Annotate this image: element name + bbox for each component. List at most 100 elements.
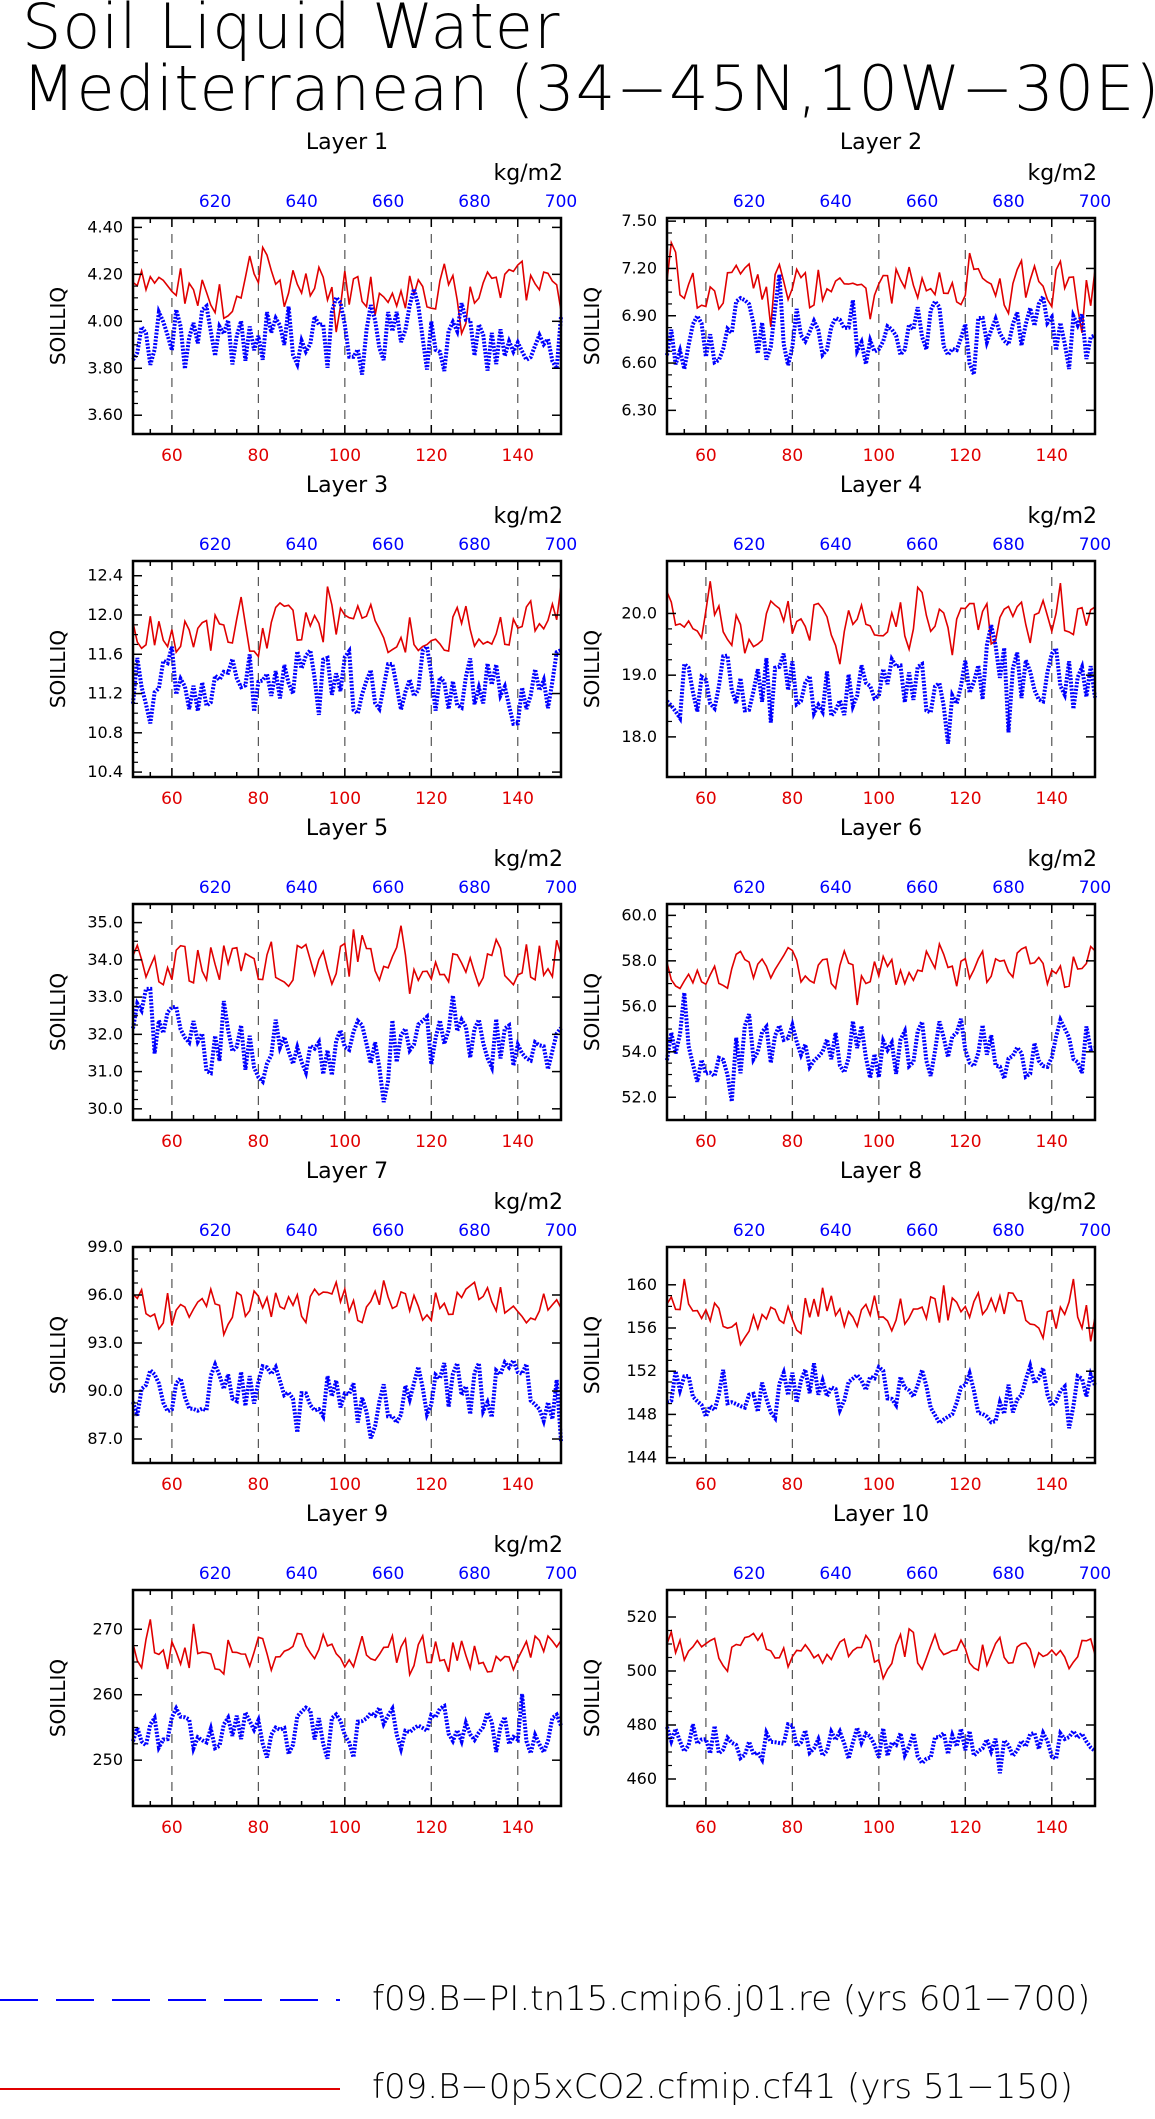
bottom-tick-label: 80	[248, 789, 270, 809]
y-tick-label: 4.00	[87, 311, 123, 330]
plot-frame	[131, 216, 563, 436]
y-axis-label: SOILLIQ	[46, 1659, 70, 1737]
series-line-blue	[131, 1355, 563, 1442]
y-axis-label: SOILLIQ	[46, 973, 70, 1051]
series-line-blue	[131, 986, 563, 1103]
y-tick-label: 19.0	[621, 665, 657, 684]
bottom-tick-label: 60	[695, 789, 717, 809]
bottom-tick-label: 60	[161, 1475, 183, 1495]
top-tick-label: 660	[372, 535, 404, 555]
top-tick-label: 620	[733, 878, 765, 898]
top-tick-label: 620	[733, 535, 765, 555]
bottom-tick-label: 80	[782, 1132, 804, 1152]
plot-frame	[131, 1588, 563, 1808]
y-tick-label: 90.0	[87, 1381, 123, 1400]
bottom-tick-label: 120	[415, 1818, 447, 1838]
y-tick-label: 250	[92, 1750, 123, 1769]
panel-title: Layer 6	[840, 816, 922, 841]
series-line-blue	[665, 992, 1096, 1102]
y-tick-label: 11.6	[87, 644, 123, 663]
top-unit-label: kg/m2	[1027, 1533, 1097, 1558]
top-tick-label: 640	[285, 535, 317, 555]
top-tick-label: 700	[545, 192, 577, 212]
y-tick-label: 30.0	[87, 1099, 123, 1118]
bottom-tick-label: 80	[782, 446, 804, 466]
y-axis-label: SOILLIQ	[580, 630, 604, 708]
series-line-red	[132, 1619, 562, 1678]
bottom-tick-label: 60	[695, 446, 717, 466]
top-tick-label: 640	[285, 1564, 317, 1584]
top-unit-label: kg/m2	[493, 847, 563, 872]
top-tick-label: 700	[1079, 1564, 1111, 1584]
bottom-tick-label: 100	[329, 1132, 361, 1152]
figure-title-line-1: Soil Liquid Water	[22, 0, 561, 63]
bottom-tick-label: 140	[1036, 1132, 1068, 1152]
y-tick-label: 260	[92, 1685, 123, 1704]
y-tick-label: 11.2	[87, 684, 123, 703]
y-tick-label: 34.0	[87, 950, 123, 969]
top-tick-label: 640	[819, 535, 851, 555]
y-tick-label: 156	[626, 1318, 657, 1337]
top-tick-label: 620	[199, 192, 231, 212]
top-tick-label: 680	[992, 535, 1024, 555]
y-tick-label: 500	[626, 1661, 657, 1680]
y-tick-label: 270	[92, 1619, 123, 1638]
bottom-tick-label: 80	[782, 1475, 804, 1495]
bottom-tick-label: 100	[863, 1132, 895, 1152]
y-tick-label: 96.0	[87, 1285, 123, 1304]
top-tick-label: 620	[199, 535, 231, 555]
bottom-tick-label: 120	[949, 446, 981, 466]
top-tick-label: 700	[545, 535, 577, 555]
top-tick-label: 620	[733, 192, 765, 212]
bottom-tick-label: 140	[1036, 446, 1068, 466]
top-unit-label: kg/m2	[1027, 847, 1097, 872]
y-tick-label: 4.20	[87, 264, 123, 283]
y-tick-label: 87.0	[87, 1429, 123, 1448]
y-tick-label: 6.30	[621, 400, 657, 419]
y-tick-label: 58.0	[621, 951, 657, 970]
plot-frame	[665, 559, 1097, 779]
y-tick-label: 12.0	[87, 605, 123, 624]
bottom-tick-label: 80	[248, 1132, 270, 1152]
panel-title: Layer 3	[306, 473, 388, 498]
top-tick-label: 680	[458, 1221, 490, 1241]
top-tick-label: 660	[906, 1221, 938, 1241]
bottom-tick-label: 120	[415, 1132, 447, 1152]
bottom-tick-label: 140	[502, 1475, 534, 1495]
plot-frame	[131, 902, 563, 1122]
y-tick-label: 152	[626, 1361, 657, 1380]
top-tick-label: 700	[545, 1564, 577, 1584]
y-tick-label: 10.4	[87, 762, 123, 781]
y-axis-label: SOILLIQ	[580, 1316, 604, 1394]
series-line-red	[132, 925, 562, 994]
top-tick-label: 660	[372, 1564, 404, 1584]
bottom-tick-label: 60	[161, 446, 183, 466]
panel-title: Layer 4	[840, 473, 922, 498]
y-tick-label: 4.40	[87, 217, 123, 236]
series-line-red	[132, 585, 562, 659]
top-tick-label: 640	[285, 878, 317, 898]
bottom-tick-label: 140	[1036, 1818, 1068, 1838]
bottom-tick-label: 100	[329, 1475, 361, 1495]
top-tick-label: 660	[372, 878, 404, 898]
bottom-tick-label: 80	[248, 446, 270, 466]
bottom-tick-label: 120	[949, 1818, 981, 1838]
top-tick-label: 700	[545, 1221, 577, 1241]
series-line-blue	[131, 642, 562, 726]
top-tick-label: 680	[992, 192, 1024, 212]
series-line-red	[132, 244, 562, 337]
top-tick-label: 680	[458, 878, 490, 898]
y-tick-label: 7.20	[621, 258, 657, 277]
panel-title: Layer 8	[840, 1159, 922, 1184]
y-tick-label: 56.0	[621, 996, 657, 1015]
bottom-tick-label: 60	[695, 1132, 717, 1152]
series-line-blue	[665, 274, 1096, 376]
y-tick-label: 460	[626, 1769, 657, 1788]
top-tick-label: 700	[545, 878, 577, 898]
top-tick-label: 640	[819, 1564, 851, 1584]
top-unit-label: kg/m2	[493, 504, 563, 529]
plot-frame	[665, 1588, 1097, 1808]
legend-label-blue: f09.B−PI.tn15.cmip6.j01.re (yrs 601−700)	[372, 1979, 1091, 2019]
y-tick-label: 7.50	[621, 211, 657, 230]
